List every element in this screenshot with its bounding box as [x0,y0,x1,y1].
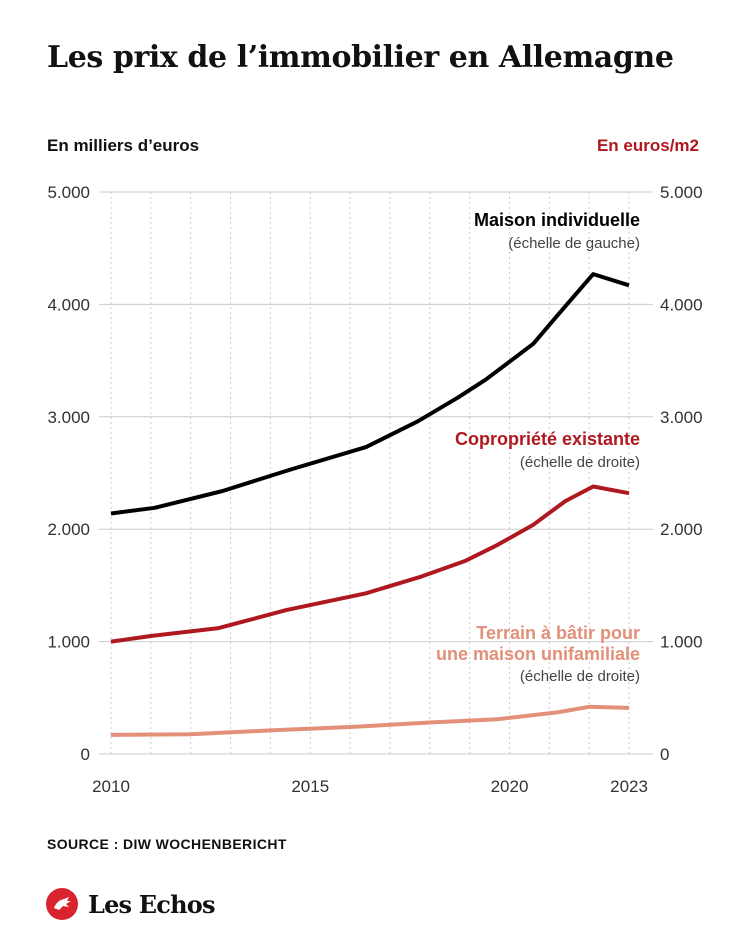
series-label-copro: Copropriété existante [455,429,640,449]
left-y-tick-label: 3.000 [47,408,90,427]
right-y-tick-label: 5.000 [660,183,703,202]
left-y-tick-label: 2.000 [47,520,90,539]
series-scale-note: (échelle de gauche) [508,235,640,252]
logo-text: Les Echos [88,889,215,919]
right-y-tick-label: 1.000 [660,633,703,652]
series-line-copro [110,484,630,644]
series-scale-note: (échelle de droite) [520,668,640,685]
x-tick-label: 2023 [610,777,648,796]
series-line-maison [110,272,630,516]
left-y-axis: 0 1.000 2.000 3.000 4.000 5.000 [47,183,90,764]
right-y-tick-label: 2.000 [660,520,703,539]
line-chart: 0 1.000 2.000 3.000 4.000 5.000 0 1.000 2.000 3.… [47,183,703,796]
series-label-terrain: Terrain à bâtir pour [476,623,640,643]
les-echos-emblem-icon [46,888,78,920]
right-y-tick-label: 3.000 [660,408,703,427]
series-label-maison: Maison individuelle [474,210,640,230]
right-y-axis: 0 1.000 2.000 3.000 4.000 5.000 [660,183,703,764]
left-y-tick-label: 1.000 [47,633,90,652]
chart-title: Les prix de l’immobilier en Allemagne [47,40,674,75]
series-scale-note: (échelle de droite) [520,454,640,471]
right-y-tick-label: 0 [660,745,669,764]
left-y-tick-label: 4.000 [47,295,90,314]
series-line-terrain [110,704,630,737]
source-note: SOURCE : DIW WOCHENBERICHT [47,836,287,852]
left-axis-unit-label: En milliers d’euros [47,136,200,155]
x-axis: 2010 2015 2020 2023 [92,777,648,796]
right-y-tick-label: 4.000 [660,295,703,314]
grid-lines [99,191,653,755]
x-tick-label: 2015 [291,777,329,796]
x-tick-label: 2020 [491,777,529,796]
right-axis-unit-label: En euros/m2 [596,136,699,155]
les-echos-logo: Les Echos [45,887,215,921]
x-tick-label: 2010 [92,777,130,796]
left-y-tick-label: 0 [81,745,90,764]
left-y-tick-label: 5.000 [47,183,90,202]
series-label-terrain: une maison unifamiliale [436,644,640,664]
series-labels: Maison individuelle (échelle de gauche) Co… [436,210,640,685]
series-lines [110,272,630,737]
